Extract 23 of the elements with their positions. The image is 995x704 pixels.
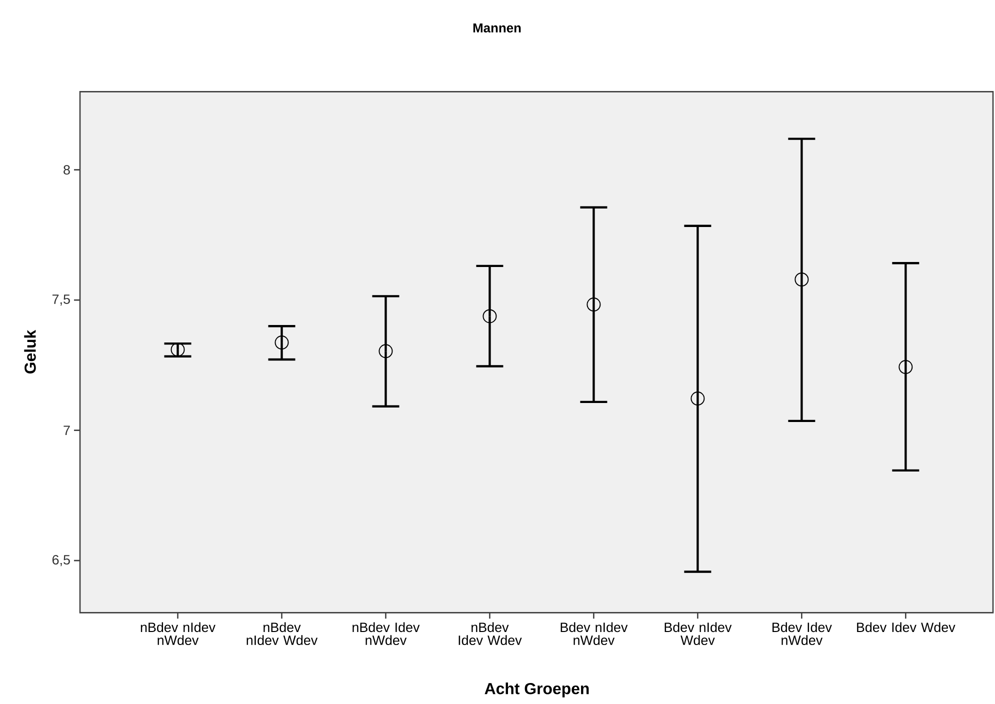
x-tick-label: Bdev Idev nWdev <box>772 622 832 646</box>
y-tick-label: 6,5 <box>52 555 70 566</box>
y-axis-title: Geluk <box>24 330 36 374</box>
point <box>482 309 497 324</box>
x-tick-label: nBdev Idev nWdev <box>352 622 420 646</box>
point <box>898 360 913 374</box>
point <box>170 342 185 357</box>
y-tick-label: 8 <box>64 165 70 175</box>
y-tick-label: 7 <box>64 426 70 435</box>
point <box>586 298 601 312</box>
chart-title: Mannen <box>473 23 521 33</box>
point <box>794 272 809 287</box>
x-tick-label: Bdev Idev Wdev <box>857 622 956 632</box>
point <box>690 392 705 406</box>
point <box>378 344 393 358</box>
point <box>274 336 289 350</box>
x-axis-title: Acht Groepen <box>484 682 589 698</box>
x-tick-label: nBdev nIdev nWdev <box>140 622 216 646</box>
x-tick-label: Bdev nIdev nWdev <box>560 622 628 646</box>
x-tick-label: nBdev nIdev Wdev <box>246 622 318 646</box>
y-tick-label: 7,5 <box>52 294 70 306</box>
x-tick-label: nBdev Idev Wdev <box>458 622 522 646</box>
x-tick-label: Bdev nIdev Wdev <box>664 622 732 646</box>
